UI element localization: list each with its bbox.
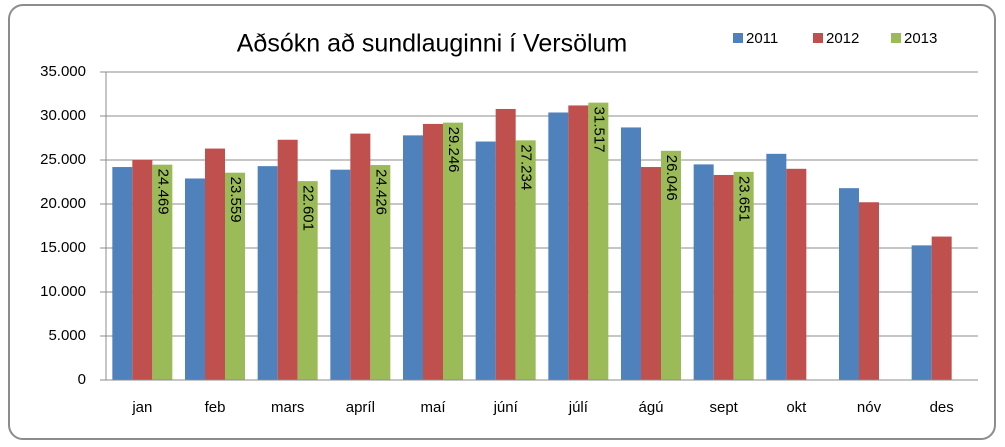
chart-title: Aðsókn að sundlauginni í Versölum [237, 30, 628, 58]
legend-swatch [891, 33, 901, 43]
data-label: 23.559 [227, 177, 244, 223]
x-tick-label: júní [493, 399, 519, 416]
bar [403, 135, 423, 380]
bar [185, 178, 205, 380]
bar [661, 150, 681, 380]
legend-swatch [733, 33, 743, 43]
bar [205, 148, 225, 380]
bar [297, 181, 318, 380]
data-label: 29.246 [445, 127, 462, 173]
data-label: 23.651 [736, 176, 753, 222]
bar [568, 105, 589, 380]
data-label: 22.601 [300, 185, 317, 231]
bar [495, 108, 516, 381]
bar [257, 166, 278, 380]
bar [475, 141, 496, 380]
x-tick-label: ágú [638, 399, 663, 416]
bar [693, 164, 714, 380]
y-tick-label: 0 [78, 371, 86, 388]
bar [330, 169, 351, 380]
y-tick-label: 30.000 [40, 107, 86, 124]
bar [621, 127, 641, 380]
y-tick-label: 5.000 [48, 327, 86, 344]
bar [859, 202, 879, 380]
bar [277, 139, 298, 380]
bar [548, 112, 569, 380]
bar [588, 102, 609, 381]
bar [713, 174, 734, 380]
bar [515, 140, 536, 380]
bar [152, 164, 173, 380]
bar [766, 153, 787, 380]
legend-label: 2012 [826, 30, 859, 47]
data-label: 26.046 [663, 155, 680, 201]
legend-swatch [813, 33, 823, 43]
bar [733, 171, 754, 380]
bar [931, 236, 952, 380]
data-label: 31.517 [590, 107, 607, 153]
bar [423, 123, 443, 381]
bar [350, 133, 371, 380]
y-tick-label: 25.000 [40, 151, 86, 168]
x-tick-label: maí [420, 399, 446, 416]
bar [225, 172, 245, 380]
bar [786, 168, 807, 380]
x-tick-label: feb [205, 399, 226, 416]
legend-label: 2011 [746, 30, 778, 47]
y-tick-label: 15.000 [40, 239, 86, 256]
x-tick-label: des [930, 399, 954, 416]
x-tick-label: okt [786, 399, 807, 416]
data-label: 27.234 [518, 144, 535, 190]
bar [839, 188, 859, 380]
x-tick-label: mars [271, 399, 304, 416]
bar [370, 165, 391, 380]
y-tick-label: 35.000 [40, 63, 86, 80]
x-tick-label: sept [709, 399, 738, 416]
bar [641, 167, 661, 380]
bar [443, 122, 463, 381]
legend-label: 2013 [904, 30, 937, 47]
y-tick-label: 20.000 [40, 195, 86, 212]
x-tick-label: júlí [568, 399, 589, 416]
bar [112, 167, 133, 380]
x-tick-label: apríl [346, 399, 375, 416]
data-label: 24.426 [372, 169, 389, 215]
data-label: 24.469 [154, 169, 171, 215]
y-tick-label: 10.000 [40, 283, 86, 300]
x-tick-label: nóv [857, 399, 882, 416]
x-tick-label: jan [131, 399, 152, 416]
bar [911, 245, 932, 380]
bar [132, 160, 153, 380]
